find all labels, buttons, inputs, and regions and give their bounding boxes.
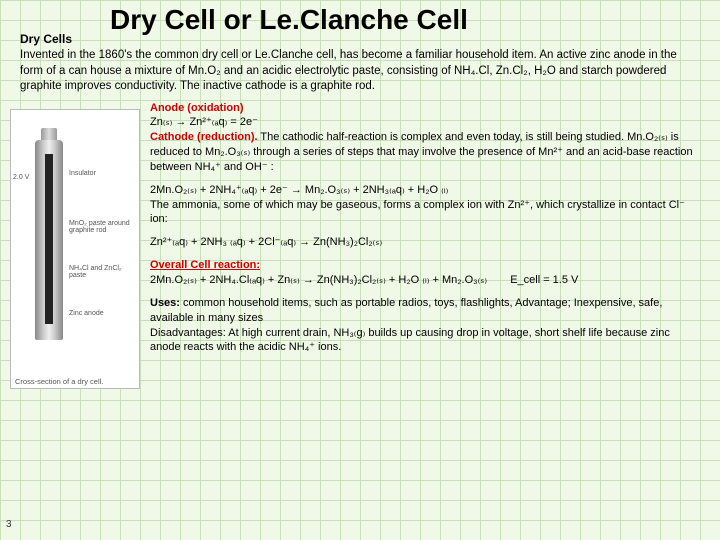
cell-diagram: 2.0 V Insulator MnO₂ paste around graphi… — [10, 109, 140, 389]
battery-core — [45, 154, 53, 324]
anode-equation: Zn₍ₛ₎ → Zn²⁺₍ₐq₎ = 2e⁻ — [150, 116, 258, 128]
diagram-label-insulator: Insulator — [69, 170, 96, 177]
cathode-label: Cathode (reduction). — [150, 131, 258, 143]
overall-label: Overall Cell reaction: — [150, 259, 260, 271]
diagram-column: 2.0 V Insulator MnO₂ paste around graphi… — [0, 101, 150, 389]
diagram-label-mno2: MnO₂ paste around graphite rod — [69, 220, 135, 234]
diagram-label-voltage: 2.0 V — [13, 174, 29, 181]
uses-text: common household items, such as portable… — [150, 297, 662, 324]
equation-2: 2Mn.O₂₍ₛ₎ + 2NH₄⁺₍ₐq₎ + 2e⁻ → Mn₂.O₃₍ₛ₎ … — [150, 184, 448, 196]
anode-label: Anode (oxidation) — [150, 102, 244, 114]
page-title: Dry Cell or Le.Clanche Cell — [0, 0, 720, 36]
anode-block: Anode (oxidation) Zn₍ₛ₎ → Zn²⁺₍ₐq₎ = 2e⁻… — [150, 101, 702, 175]
uses-label: Uses: — [150, 297, 180, 309]
equation-block-2: 2Mn.O₂₍ₛ₎ + 2NH₄⁺₍ₐq₎ + 2e⁻ → Mn₂.O₃₍ₛ₎ … — [150, 183, 702, 228]
content-row: 2.0 V Insulator MnO₂ paste around graphi… — [0, 101, 720, 389]
intro-paragraph: Invented in the 1860's the common dry ce… — [0, 46, 720, 95]
equation-2-text: The ammonia, some of which may be gaseou… — [150, 199, 685, 226]
diagram-label-zinc: Zinc anode — [69, 310, 104, 317]
diagram-label-paste: NH₄Cl and ZnCl₂ paste — [69, 265, 135, 279]
equation-3: Zn²⁺₍ₐq₎ + 2NH₃ ₍ₐq₎ + 2Cl⁻₍ₐq₎ → Zn(NH₃… — [150, 236, 382, 248]
diagram-caption: Cross-section of a dry cell. — [11, 375, 139, 388]
ecell-value: E_cell = 1.5 V — [510, 273, 578, 288]
equation-block-3: Zn²⁺₍ₐq₎ + 2NH₃ ₍ₐq₎ + 2Cl⁻₍ₐq₎ → Zn(NH₃… — [150, 235, 702, 250]
text-column: Anode (oxidation) Zn₍ₛ₎ → Zn²⁺₍ₐq₎ = 2e⁻… — [150, 101, 720, 389]
overall-block: Overall Cell reaction: 2Mn.O₂₍ₛ₎ + 2NH₄.… — [150, 258, 702, 288]
page-number: 3 — [6, 519, 12, 530]
overall-equation: 2Mn.O₂₍ₛ₎ + 2NH₄.Cl₍ₐq₎ + Zn₍ₛ₎ → Zn(NH₃… — [150, 274, 487, 286]
uses-block: Uses: common household items, such as po… — [150, 296, 702, 355]
disadvantages-text: Disadvantages: At high current drain, NH… — [150, 327, 670, 354]
